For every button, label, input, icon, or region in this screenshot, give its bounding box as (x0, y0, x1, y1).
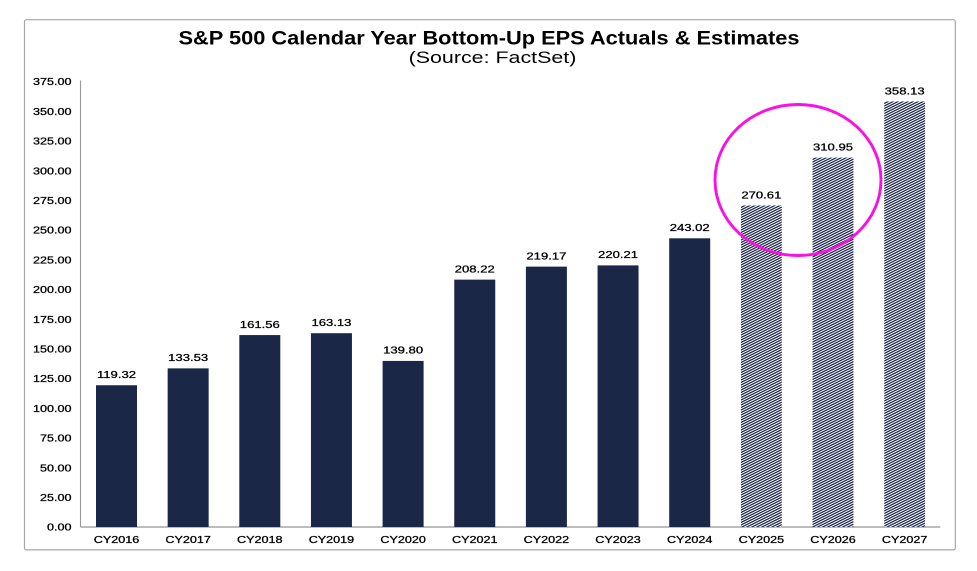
svg-text:163.13: 163.13 (311, 317, 351, 328)
svg-text:CY2024: CY2024 (667, 535, 712, 546)
svg-text:139.80: 139.80 (383, 345, 423, 356)
svg-text:CY2016: CY2016 (94, 535, 139, 546)
svg-text:200.00: 200.00 (33, 285, 71, 296)
svg-text:CY2020: CY2020 (380, 535, 425, 546)
svg-text:CY2027: CY2027 (882, 535, 927, 546)
svg-text:325.00: 325.00 (33, 137, 71, 148)
svg-text:CY2018: CY2018 (237, 535, 282, 546)
svg-text:133.53: 133.53 (168, 352, 208, 363)
svg-text:0.00: 0.00 (47, 523, 71, 534)
svg-text:CY2026: CY2026 (810, 535, 855, 546)
svg-text:CY2023: CY2023 (595, 535, 640, 546)
svg-text:358.13: 358.13 (885, 86, 925, 97)
svg-text:75.00: 75.00 (40, 434, 72, 445)
svg-text:CY2021: CY2021 (452, 535, 497, 546)
svg-text:CY2025: CY2025 (739, 535, 784, 546)
svg-text:50.00: 50.00 (40, 463, 72, 474)
svg-text:375.00: 375.00 (33, 77, 71, 88)
svg-text:161.56: 161.56 (240, 319, 280, 330)
svg-text:275.00: 275.00 (33, 196, 71, 207)
svg-text:(Source: FactSet): (Source: FactSet) (409, 49, 577, 67)
svg-text:175.00: 175.00 (33, 315, 71, 326)
svg-text:CY2017: CY2017 (165, 535, 210, 546)
svg-text:243.02: 243.02 (670, 222, 710, 233)
svg-text:CY2019: CY2019 (309, 535, 354, 546)
svg-text:S&P 500 Calendar Year Bottom-U: S&P 500 Calendar Year Bottom-Up EPS Actu… (179, 28, 800, 49)
svg-text:100.00: 100.00 (33, 404, 71, 415)
svg-text:220.21: 220.21 (598, 249, 638, 260)
svg-text:150.00: 150.00 (33, 345, 71, 356)
svg-text:350.00: 350.00 (33, 107, 71, 118)
svg-text:270.61: 270.61 (741, 190, 781, 201)
svg-text:208.22: 208.22 (455, 264, 495, 275)
svg-text:25.00: 25.00 (40, 493, 72, 504)
svg-text:250.00: 250.00 (33, 226, 71, 237)
svg-text:219.17: 219.17 (526, 251, 566, 262)
svg-text:225.00: 225.00 (33, 255, 71, 266)
svg-text:300.00: 300.00 (33, 166, 71, 177)
svg-text:119.32: 119.32 (97, 369, 136, 380)
svg-text:310.95: 310.95 (813, 142, 853, 153)
svg-text:CY2022: CY2022 (524, 535, 569, 546)
svg-text:125.00: 125.00 (33, 374, 71, 385)
